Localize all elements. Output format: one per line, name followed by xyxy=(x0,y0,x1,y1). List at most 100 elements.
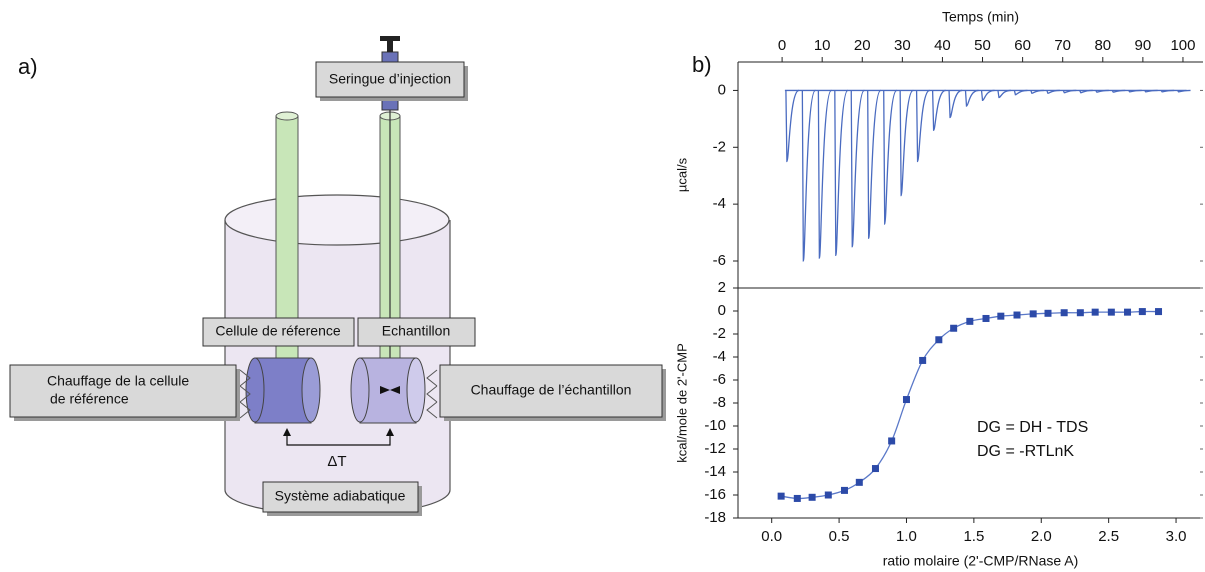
data-point xyxy=(777,492,785,500)
data-point xyxy=(855,478,863,486)
panel-label: a) xyxy=(18,54,38,79)
injection-peak xyxy=(801,89,816,262)
label-box xyxy=(202,317,355,347)
data-point xyxy=(793,494,801,502)
data-point xyxy=(902,396,910,404)
data-point xyxy=(982,314,990,322)
y-axis-label: µcal/s xyxy=(674,157,689,192)
data-point xyxy=(997,312,1005,320)
injection-peak xyxy=(948,89,963,119)
x-tick-label: 10 xyxy=(814,37,831,54)
injection-peak xyxy=(867,89,882,239)
x-tick-label: 80 xyxy=(1094,37,1111,54)
data-point xyxy=(871,465,879,473)
data-point xyxy=(1060,309,1068,317)
data-point xyxy=(1091,308,1099,316)
injection-peak xyxy=(1128,89,1142,93)
injection-peak xyxy=(964,89,979,107)
data-point xyxy=(919,356,927,364)
x-tick-label: 60 xyxy=(1014,37,1031,54)
label-box xyxy=(357,317,476,347)
x-axis-label: Temps (min) xyxy=(942,9,1019,25)
injection-peak xyxy=(931,89,946,131)
x-tick-label: 0 xyxy=(778,37,786,54)
cell-end xyxy=(406,357,426,423)
label-box xyxy=(315,61,465,98)
heat-chevrons xyxy=(239,369,251,419)
injection-peak xyxy=(817,89,832,259)
x-tick-label: 3.0 xyxy=(1166,528,1187,545)
sample-heating-label: Chauffage de l’échantillon xyxy=(471,382,632,398)
reference-heating-label: de référence xyxy=(50,391,129,407)
label-box xyxy=(262,481,419,513)
y-tick-label: -4 xyxy=(713,195,726,212)
data-point xyxy=(824,491,832,499)
injection-peak xyxy=(980,89,995,102)
data-point xyxy=(1107,308,1115,316)
data-point xyxy=(1044,309,1052,317)
cell-end xyxy=(301,357,321,423)
x-tick-label: 40 xyxy=(934,37,951,54)
data-point xyxy=(840,486,848,494)
sample-cell-label: Echantillon xyxy=(382,323,451,339)
panel-label: b) xyxy=(692,52,712,77)
y-tick-label: -12 xyxy=(704,440,726,457)
y-tick-label: -18 xyxy=(704,509,726,526)
data-point xyxy=(1124,308,1132,316)
data-point xyxy=(1155,308,1163,316)
cell-end xyxy=(245,357,265,423)
x-tick-label: 2.0 xyxy=(1031,528,1052,545)
y-tick-label: 2 xyxy=(718,279,726,296)
x-tick-label: 20 xyxy=(854,37,871,54)
injection-peak xyxy=(883,89,898,225)
x-tick-label: 70 xyxy=(1054,37,1071,54)
adiabatic-label: Système adiabatique xyxy=(275,488,406,504)
y-tick-label: -6 xyxy=(713,371,726,388)
injection-peak xyxy=(1046,89,1060,94)
reference-heating-label: Chauffage de la cellule xyxy=(47,373,189,389)
x-tick-label: 90 xyxy=(1135,37,1152,54)
y-tick-label: -2 xyxy=(713,138,726,155)
tube-top xyxy=(275,111,299,121)
stirrer xyxy=(380,386,400,394)
data-point xyxy=(1013,311,1021,319)
injection-peak xyxy=(1160,89,1175,93)
data-point xyxy=(950,324,958,332)
injection-peak xyxy=(1013,89,1028,96)
syringe-label: Seringue d’injection xyxy=(329,71,451,87)
data-point xyxy=(1029,310,1037,318)
x-tick-label: 0.5 xyxy=(829,528,850,545)
injection-peak xyxy=(915,89,931,163)
injection-peak xyxy=(850,89,865,248)
data-point xyxy=(808,493,816,501)
injection-peak xyxy=(1144,89,1158,93)
delta-t: ΔT xyxy=(327,453,346,470)
fit-line xyxy=(781,310,1159,500)
data-point xyxy=(966,317,974,325)
injection-peak xyxy=(997,89,1011,99)
y-tick-label: -14 xyxy=(704,463,726,480)
y-tick-label: -10 xyxy=(704,417,726,434)
x-tick-label: 1.5 xyxy=(963,528,984,545)
plunger-cap xyxy=(380,36,400,41)
heat-chevrons xyxy=(426,369,438,419)
label-box xyxy=(9,364,237,418)
injection-peak xyxy=(1062,89,1077,94)
y-tick-label: -4 xyxy=(713,348,726,365)
injection-peak xyxy=(1030,89,1044,94)
data-point xyxy=(1138,308,1146,316)
x-tick-label: 1.0 xyxy=(896,528,917,545)
x-tick-label: 2.5 xyxy=(1098,528,1119,545)
diagram: a) ΔT Seringue d’injection Cellul xyxy=(9,36,666,516)
y-tick-label: 0 xyxy=(718,81,726,98)
injection-peak xyxy=(899,89,914,197)
data-point xyxy=(888,437,896,445)
y-tick-label: -8 xyxy=(713,394,726,411)
y-tick-label: -2 xyxy=(713,325,726,342)
injection-peak xyxy=(1079,89,1093,94)
x-tick-label: 100 xyxy=(1170,37,1195,54)
plunger xyxy=(387,40,393,52)
x-tick-label: 0.0 xyxy=(761,528,782,545)
data-point xyxy=(1076,309,1084,317)
